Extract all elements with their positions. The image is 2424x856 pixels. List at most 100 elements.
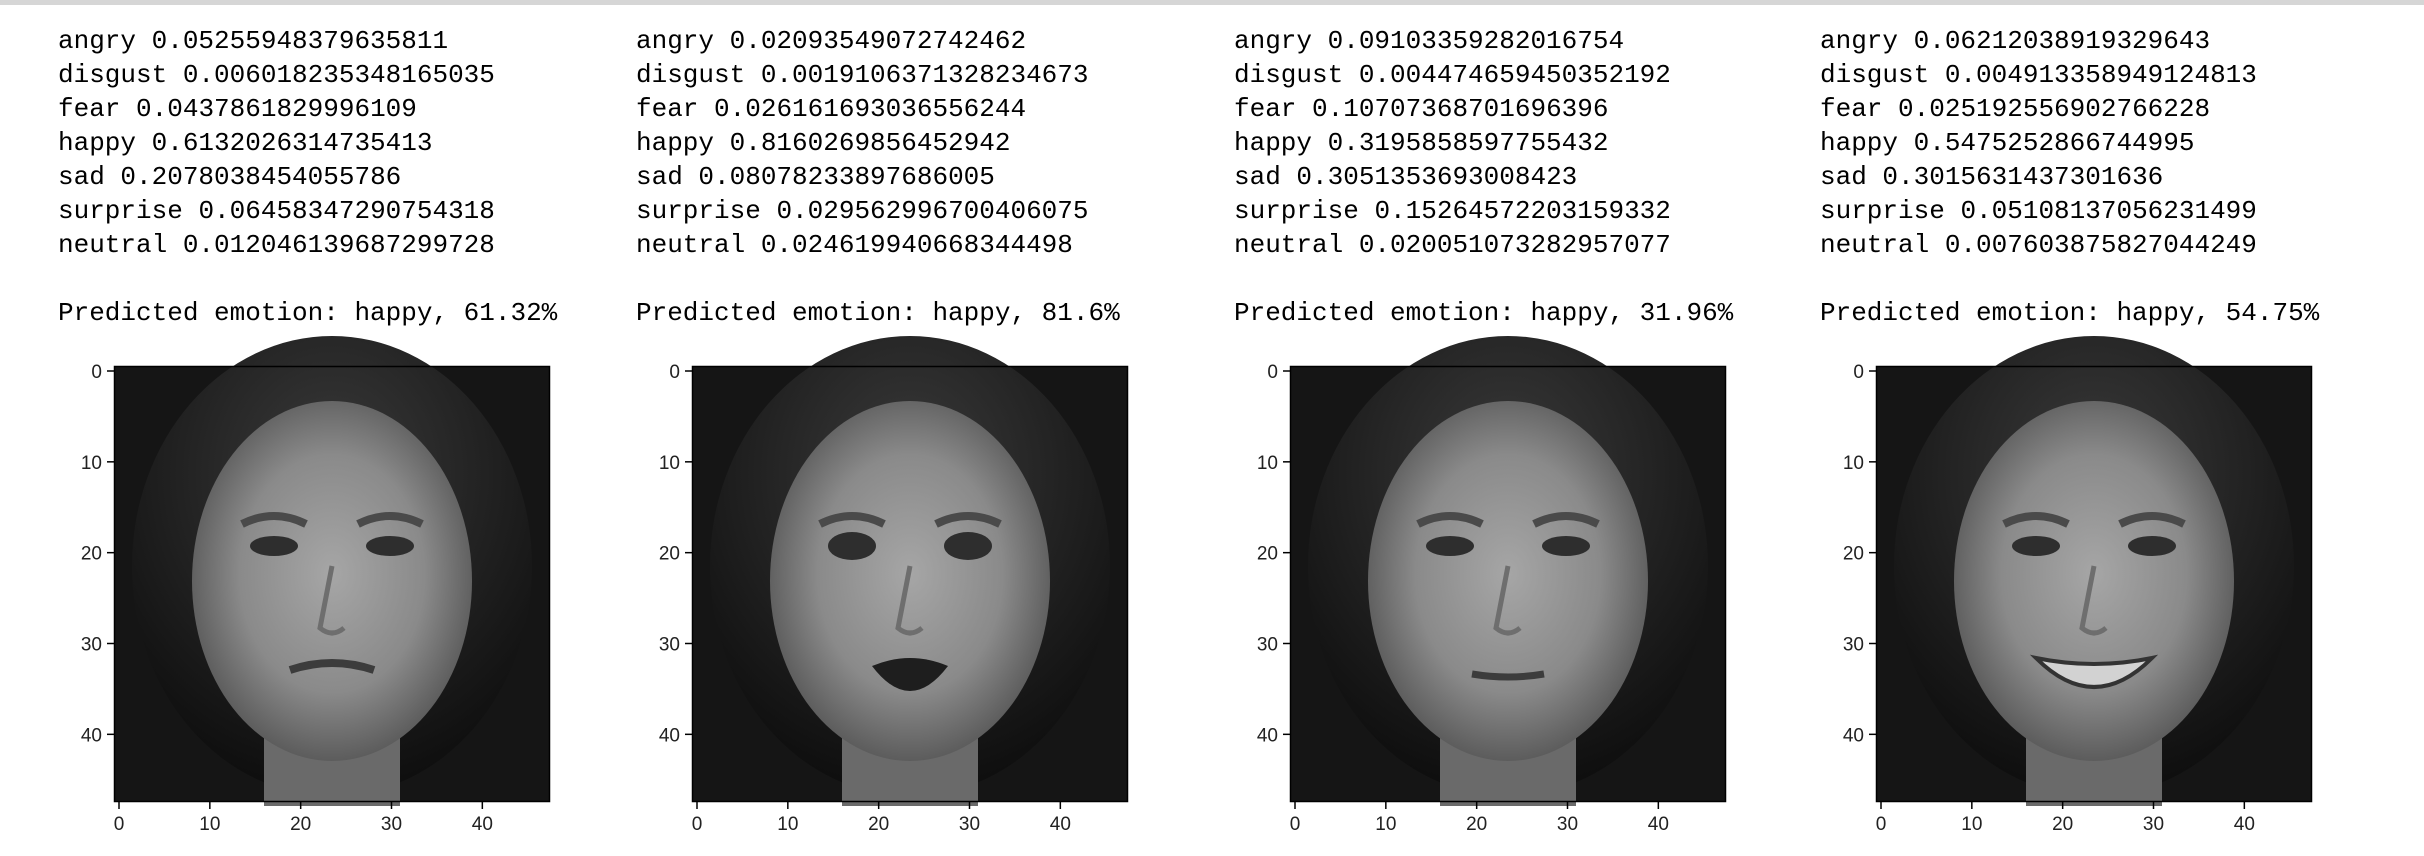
- x-tick-label: 20: [290, 814, 311, 835]
- emotion-label: happy: [1234, 128, 1313, 158]
- x-tick-label: 0: [692, 814, 703, 835]
- emotion-probability: 0.09103359282016754: [1327, 26, 1625, 56]
- score-row: disgust 0.006018235348165035: [58, 58, 495, 92]
- score-row: fear 0.025192556902766228: [1820, 92, 2257, 126]
- emotion-probability: 0.8160269856452942: [729, 128, 1011, 158]
- face-image-plot: 0 10 20 30 40 0 10 20 30 40: [81, 336, 551, 835]
- eye-shape: [250, 536, 298, 556]
- face-image-plot: 0 10 20 30 40 0 10 20 30 40: [1257, 336, 1727, 835]
- y-tick-label: 0: [669, 362, 680, 383]
- nose-shape: [2079, 565, 2108, 636]
- emotion-label: fear: [636, 94, 699, 124]
- emotion-label: fear: [1820, 94, 1883, 124]
- x-tick-label: 10: [1375, 814, 1396, 835]
- emotion-probability: 0.004474659450352192: [1358, 60, 1671, 90]
- score-row: surprise 0.029562996700406075: [636, 194, 1089, 228]
- x-tick-label: 30: [381, 814, 402, 835]
- emotion-label: fear: [58, 94, 121, 124]
- score-row: neutral 0.024619940668344498: [636, 228, 1089, 262]
- mouth-shape: [288, 659, 376, 674]
- score-row: neutral 0.012046139687299728: [58, 228, 495, 262]
- eye-shape: [1426, 536, 1474, 556]
- nose-shape: [317, 565, 346, 636]
- score-row: neutral 0.007603875827044249: [1820, 228, 2257, 262]
- eyebrow-shape: [1532, 512, 1600, 528]
- eyebrow-shape: [240, 512, 308, 528]
- emotion-probability: 0.012046139687299728: [182, 230, 495, 260]
- y-tick-label: 0: [1853, 362, 1864, 383]
- score-row: happy 0.5475252866744995: [1820, 126, 2257, 160]
- emotion-probability: 0.3051353693008423: [1296, 162, 1578, 192]
- y-tick-label: 20: [659, 544, 680, 565]
- emotion-probability: 0.0437861829996109: [136, 94, 417, 124]
- predicted-emotion-text: Predicted emotion: happy, 54.75%: [1820, 298, 2320, 328]
- eye-shape: [828, 532, 876, 560]
- emotion-probability: 0.05108137056231499: [1960, 196, 2257, 226]
- y-tick-label: 20: [1257, 544, 1278, 565]
- score-row: fear 0.10707368701696396: [1234, 92, 1671, 126]
- output-panel-3: angry 0.09103359282016754 disgust 0.00447…: [1234, 0, 1834, 856]
- face-shape: [192, 401, 472, 761]
- y-tick-label: 20: [81, 544, 102, 565]
- y-tick-label: 40: [1843, 725, 1864, 746]
- score-row: sad 0.3015631437301636: [1820, 160, 2257, 194]
- axes-frame: [1875, 365, 2313, 803]
- emotion-label: disgust: [1820, 60, 1930, 90]
- x-tick-label: 30: [959, 814, 980, 835]
- emotion-label: fear: [1234, 94, 1297, 124]
- nose-shape: [895, 565, 924, 636]
- emotion-label: neutral: [1234, 230, 1344, 260]
- y-tick-label: 20: [1843, 544, 1864, 565]
- emotion-probability: 0.3015631437301636: [1882, 162, 2164, 192]
- eyebrow-shape: [818, 512, 886, 528]
- emotion-probability: 0.02093549072742462: [729, 26, 1027, 56]
- emotion-probability: 0.024619940668344498: [760, 230, 1073, 260]
- top-window-edge: [0, 0, 2424, 5]
- y-tick-label: 10: [1257, 453, 1278, 474]
- mouth-shape: [872, 658, 948, 691]
- emotion-label: neutral: [636, 230, 746, 260]
- score-row: angry 0.02093549072742462: [636, 24, 1089, 58]
- face-image-plot: 0 10 20 30 40 0 10 20 30 40: [659, 336, 1129, 835]
- predicted-emotion-text: Predicted emotion: happy, 61.32%: [58, 298, 558, 328]
- emotion-probability: 0.15264572203159332: [1374, 196, 1671, 226]
- x-tick-label: 30: [1557, 814, 1578, 835]
- emotion-label: angry: [1820, 26, 1899, 56]
- emotion-probability: 0.3195858597755432: [1327, 128, 1609, 158]
- x-tick-label: 10: [777, 814, 798, 835]
- emotion-label: angry: [636, 26, 715, 56]
- eye-shape: [2012, 536, 2060, 556]
- y-tick-label: 40: [1257, 725, 1278, 746]
- score-row: happy 0.6132026314735413: [58, 126, 495, 160]
- emotion-probability: 0.0019106371328234673: [760, 60, 1089, 90]
- y-tick-label: 10: [659, 453, 680, 474]
- y-tick-label: 10: [1843, 453, 1864, 474]
- output-panel-1: angry 0.05255948379635811 disgust 0.00601…: [58, 0, 658, 856]
- y-tick-label: 0: [91, 362, 102, 383]
- eye-shape: [1542, 536, 1590, 556]
- emotion-label: disgust: [636, 60, 746, 90]
- emotion-label: angry: [1234, 26, 1313, 56]
- x-tick-label: 40: [1050, 814, 1071, 835]
- x-tick-label: 0: [1876, 814, 1887, 835]
- emotion-label: neutral: [58, 230, 168, 260]
- emotion-label: surprise: [636, 196, 761, 226]
- score-row: happy 0.3195858597755432: [1234, 126, 1671, 160]
- mouth-shape: [2029, 654, 2159, 689]
- score-row: disgust 0.0019106371328234673: [636, 58, 1089, 92]
- emotion-probability: 0.006018235348165035: [182, 60, 495, 90]
- emotion-probability: 0.029562996700406075: [776, 196, 1089, 226]
- emotion-probability: 0.06458347290754318: [198, 196, 495, 226]
- y-tick-label: 10: [81, 453, 102, 474]
- eyebrow-shape: [934, 512, 1002, 528]
- score-row: angry 0.09103359282016754: [1234, 24, 1671, 58]
- score-row: surprise 0.06458347290754318: [58, 194, 495, 228]
- emotion-label: surprise: [58, 196, 183, 226]
- output-panel-2: angry 0.02093549072742462 disgust 0.00191…: [636, 0, 1236, 856]
- eyebrow-shape: [356, 512, 424, 528]
- axes-frame: [691, 365, 1129, 803]
- emotion-probability: 0.6132026314735413: [151, 128, 433, 158]
- face-image-plot: 0 10 20 30 40 0 10 20 30 40: [1843, 336, 2313, 835]
- y-tick-label: 40: [659, 725, 680, 746]
- eye-shape: [366, 536, 414, 556]
